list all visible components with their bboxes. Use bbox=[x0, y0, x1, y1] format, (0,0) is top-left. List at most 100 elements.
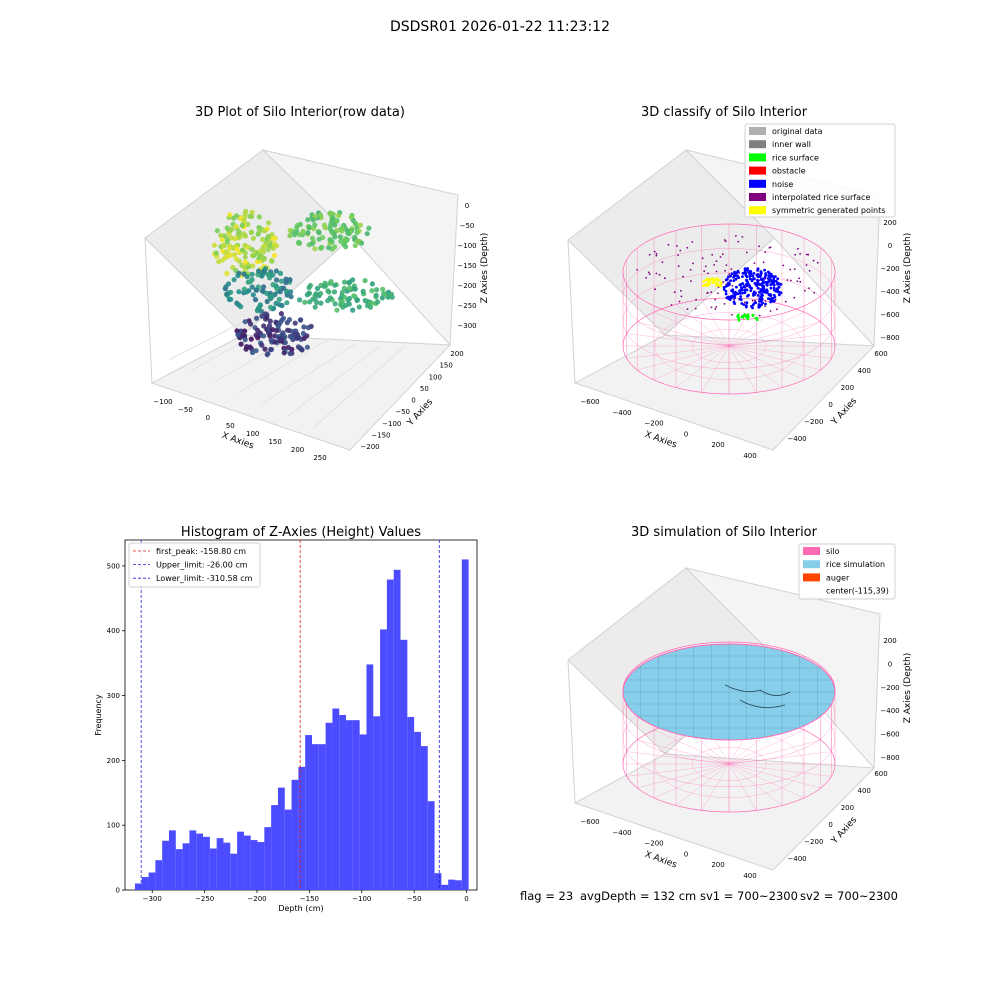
classify-noise-point-240 bbox=[748, 284, 752, 288]
raw-point-327 bbox=[264, 298, 270, 305]
raw-point-434 bbox=[369, 300, 375, 306]
classify-noise-point-226 bbox=[742, 285, 746, 289]
raw-point-294 bbox=[287, 277, 293, 283]
raw-point-99 bbox=[256, 224, 262, 231]
raw-point-61 bbox=[218, 232, 224, 238]
raw-point-510 bbox=[305, 325, 311, 331]
simulation-z-tick-1: 0 bbox=[888, 660, 892, 668]
classify-interp-point-72 bbox=[723, 303, 726, 305]
classify-noise-point-248 bbox=[772, 278, 776, 282]
classify-x-tick-1: −400 bbox=[612, 409, 631, 417]
classify-interp-point-31 bbox=[816, 261, 819, 264]
histogram-bar-36 bbox=[380, 629, 387, 890]
simulation-x-tick-0: −600 bbox=[580, 818, 599, 826]
histogram-x-tick-label-0: −300 bbox=[143, 895, 162, 903]
simulation-rice-surface bbox=[622, 643, 836, 741]
classify-x-tick-2: −200 bbox=[644, 420, 663, 428]
raw-point-403 bbox=[373, 292, 379, 298]
classify-x-axis-label: X Axies bbox=[643, 430, 678, 451]
classify-noise-point-97 bbox=[764, 302, 767, 306]
classify-interp-point-64 bbox=[717, 292, 719, 295]
histogram-bar-12 bbox=[216, 838, 224, 890]
classify-interp-point-78 bbox=[754, 299, 756, 302]
raw-point-400 bbox=[369, 281, 375, 287]
classify-z-tick-1: 0 bbox=[888, 242, 892, 250]
histogram-bar-34 bbox=[366, 664, 374, 890]
raw-point-67 bbox=[224, 239, 230, 245]
classify-interp-point-6 bbox=[678, 300, 681, 303]
raw-point-516 bbox=[301, 324, 307, 330]
simulation-y-tick-4: −200 bbox=[804, 838, 823, 846]
raw-point-58 bbox=[249, 209, 255, 215]
classify-silo-spoke-9 bbox=[653, 345, 730, 381]
classify-noise-point-44 bbox=[756, 294, 760, 297]
raw-point-255 bbox=[316, 236, 322, 242]
raw-point-102 bbox=[224, 270, 230, 276]
flag-text: flag = 23 bbox=[520, 889, 573, 903]
simulation-legend bbox=[798, 543, 896, 600]
classify-interp-point-99 bbox=[715, 270, 718, 273]
classify-interp-point-105 bbox=[670, 304, 673, 306]
raw-point-331 bbox=[273, 268, 279, 274]
raw-point-235 bbox=[334, 227, 340, 234]
classify-silo-spoke-5 bbox=[728, 345, 757, 393]
classify-interp-point-50 bbox=[797, 247, 799, 250]
raw-plot-title: 3D Plot of Silo Interior(row data) bbox=[195, 105, 405, 120]
raw-y-tick-1: 150 bbox=[439, 362, 452, 370]
raw-point-532 bbox=[280, 330, 286, 336]
simulation-silo-wireframe bbox=[622, 641, 836, 813]
raw-point-231 bbox=[296, 239, 302, 245]
raw-point-69 bbox=[231, 252, 238, 258]
histogram-bar-32 bbox=[352, 720, 360, 890]
raw-point-436 bbox=[328, 279, 334, 285]
raw-z-tick-1: −50 bbox=[460, 222, 475, 230]
histogram-bar-19 bbox=[264, 827, 272, 890]
raw-point-148 bbox=[274, 243, 280, 249]
raw-point-88 bbox=[239, 262, 245, 269]
raw-point-437 bbox=[338, 302, 344, 308]
classify-symmetric-point-7 bbox=[719, 281, 723, 285]
classify-legend-swatch-1 bbox=[749, 140, 766, 149]
raw-point-391 bbox=[332, 301, 338, 307]
classify-noise-point-255 bbox=[774, 279, 778, 283]
classify-noise-point-144 bbox=[738, 289, 741, 293]
raw-point-321 bbox=[270, 272, 276, 278]
raw-point-547 bbox=[259, 342, 265, 348]
histogram-bar-2 bbox=[148, 872, 156, 890]
raw-point-540 bbox=[289, 334, 295, 340]
classify-interp-point-56 bbox=[682, 275, 684, 278]
raw-point-103 bbox=[224, 225, 230, 231]
raw-point-316 bbox=[270, 282, 276, 288]
raw-point-200 bbox=[297, 232, 303, 238]
histogram-bar-44 bbox=[434, 873, 442, 890]
classify-legend-label-1: inner wall bbox=[772, 140, 811, 149]
simulation-x-tick-5: 400 bbox=[743, 872, 756, 880]
classify-noise-point-57 bbox=[759, 278, 763, 281]
histogram-legend bbox=[128, 542, 261, 588]
classify-interp-point-92 bbox=[719, 256, 722, 258]
histogram-bar-16 bbox=[243, 835, 251, 890]
raw-point-318 bbox=[236, 302, 242, 308]
classify-noise-point-8 bbox=[729, 274, 732, 278]
raw-point-121 bbox=[219, 237, 225, 243]
classify-y-tick-5: −400 bbox=[787, 435, 806, 443]
histogram-bars bbox=[134, 559, 469, 890]
raw-point-234 bbox=[287, 233, 293, 239]
classify-rice-surface-point-28 bbox=[737, 318, 740, 321]
raw-point-139 bbox=[233, 213, 240, 219]
raw-point-322 bbox=[249, 284, 255, 290]
classify-interp-point-26 bbox=[813, 291, 816, 294]
histogram-vlines bbox=[140, 540, 440, 890]
raw-point-345 bbox=[262, 266, 268, 272]
classify-interp-point-12 bbox=[745, 251, 748, 254]
raw-point-60 bbox=[234, 245, 240, 252]
raw-point-518 bbox=[299, 347, 305, 353]
raw-point-213 bbox=[352, 234, 358, 240]
classify-interp-point-97 bbox=[723, 239, 726, 241]
classify-x-ticks: −600 −400 −200 0 200 400 bbox=[580, 398, 756, 460]
classify-interp-point-91 bbox=[758, 314, 761, 317]
classify-y-tick-3: 0 bbox=[828, 401, 832, 409]
histogram-bar-8 bbox=[189, 830, 197, 890]
simulation-x-tick-1: −400 bbox=[612, 829, 631, 837]
raw-point-140 bbox=[270, 235, 276, 241]
